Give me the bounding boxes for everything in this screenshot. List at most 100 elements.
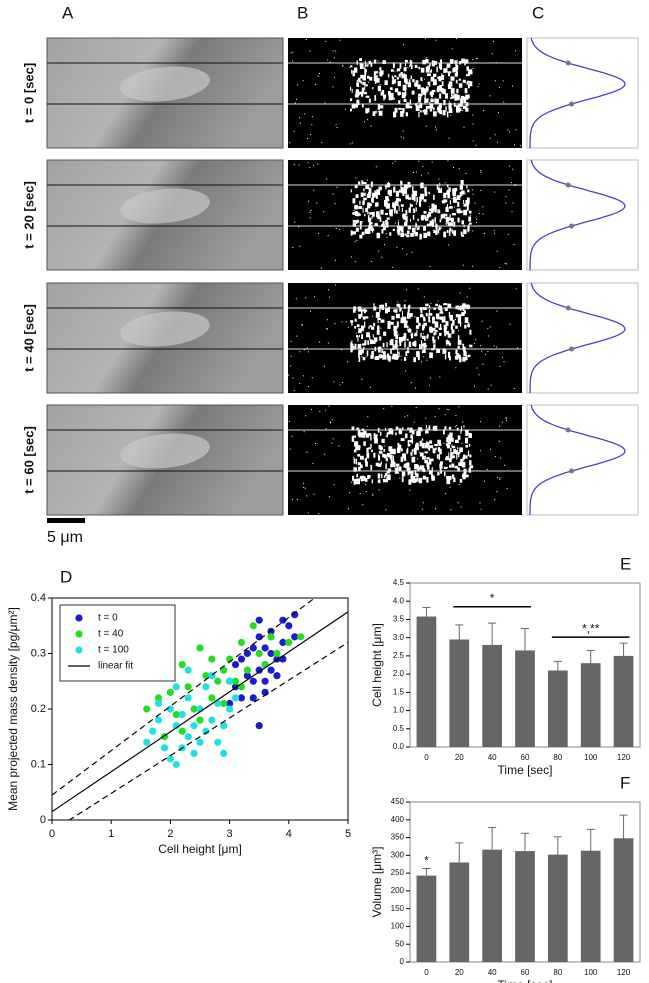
point <box>196 738 204 746</box>
point <box>149 727 157 735</box>
x-tick-label: 40 <box>488 968 497 977</box>
point <box>243 672 251 680</box>
profile-frame <box>526 282 639 394</box>
x-tick-label: 120 <box>617 753 631 762</box>
speckle <box>288 405 508 514</box>
legend <box>59 604 176 682</box>
point <box>231 661 240 669</box>
point <box>226 699 234 708</box>
profile <box>529 159 626 270</box>
point <box>202 683 210 691</box>
point <box>172 710 180 719</box>
profile-frame <box>526 404 639 516</box>
profile <box>529 37 626 148</box>
y-tick-label: 3.0 <box>393 633 405 642</box>
y-tick-label: 1.5 <box>393 687 405 696</box>
y-axis-label: Volume [μm³] <box>370 847 384 918</box>
y-tick-label: 250 <box>391 868 405 877</box>
bar <box>613 655 634 747</box>
point <box>285 638 293 647</box>
profile-marker <box>569 101 575 107</box>
x-tick-label: 40 <box>488 753 497 762</box>
x-tick-label: 80 <box>553 753 562 762</box>
point <box>190 722 198 730</box>
x-tick-label: 60 <box>521 968 530 977</box>
fit-line <box>52 598 316 796</box>
y-tick-label: 300 <box>391 850 405 859</box>
point <box>285 622 293 630</box>
point <box>226 705 234 713</box>
point <box>178 661 186 669</box>
y-tick-label: 1.0 <box>393 706 405 715</box>
point <box>220 699 228 708</box>
point <box>154 699 163 708</box>
panel-label: B <box>297 3 308 22</box>
point <box>297 633 305 641</box>
annotation: * <box>490 591 495 605</box>
point <box>255 616 263 624</box>
row-label: t = 60 [sec] <box>21 426 36 494</box>
point <box>166 688 174 696</box>
point <box>279 616 287 624</box>
bar <box>548 854 568 962</box>
point <box>237 694 246 702</box>
point <box>208 694 216 702</box>
point <box>273 672 281 680</box>
point <box>143 738 151 746</box>
panel-label: D <box>60 567 72 586</box>
point <box>267 633 275 641</box>
annotation: * <box>424 853 429 867</box>
point <box>208 655 216 663</box>
point <box>172 760 180 769</box>
point <box>172 683 180 691</box>
point <box>261 677 269 685</box>
y-tick-label: 200 <box>391 886 405 895</box>
x-tick-label: 20 <box>455 753 464 762</box>
legend-swatch <box>75 630 83 638</box>
point <box>255 649 263 658</box>
point <box>237 638 246 647</box>
point <box>267 666 275 674</box>
point <box>184 733 192 741</box>
y-tick-label: 0.0 <box>393 742 405 751</box>
fit-line <box>68 641 348 820</box>
profile-frame <box>526 159 639 271</box>
profile-marker <box>565 182 571 188</box>
y-tick-label: 50 <box>395 939 404 948</box>
point <box>226 677 234 685</box>
x-tick-label: 0 <box>424 753 429 762</box>
bar <box>449 862 470 962</box>
row-label: t = 20 [sec] <box>21 181 36 249</box>
panel-label: C <box>532 3 544 22</box>
x-tick-label: 60 <box>521 753 530 762</box>
y-tick-label: 350 <box>391 833 405 842</box>
point <box>166 705 174 713</box>
panel-label: F <box>620 773 630 792</box>
legend-label: t = 40 <box>98 629 124 640</box>
cell <box>120 188 210 224</box>
profile-marker <box>565 60 571 66</box>
point <box>202 727 210 735</box>
bar <box>515 650 535 747</box>
y-axis-label: Cell height [μm] <box>370 623 384 707</box>
legend-swatch <box>75 614 83 622</box>
bar <box>580 663 601 747</box>
x-tick-label: 0 <box>424 968 429 977</box>
legend-swatch <box>75 646 83 654</box>
y-tick-label: 2.0 <box>393 669 405 678</box>
point <box>172 722 180 730</box>
point <box>196 644 204 652</box>
cell <box>120 66 210 102</box>
y-tick-label: 4.5 <box>393 578 405 587</box>
row-label: t = 0 [sec] <box>21 63 36 123</box>
cell <box>120 311 210 347</box>
bar <box>416 616 437 747</box>
speckle <box>289 38 521 147</box>
profile-marker <box>569 346 575 352</box>
x-tick-label: 4 <box>286 828 292 840</box>
panel-label: A <box>62 3 74 22</box>
bar <box>613 838 634 962</box>
y-axis-label: Mean projected mass density [pg/μm²] <box>6 607 20 811</box>
y-tick-label: 450 <box>391 797 405 806</box>
y-tick-label: 150 <box>391 904 405 913</box>
